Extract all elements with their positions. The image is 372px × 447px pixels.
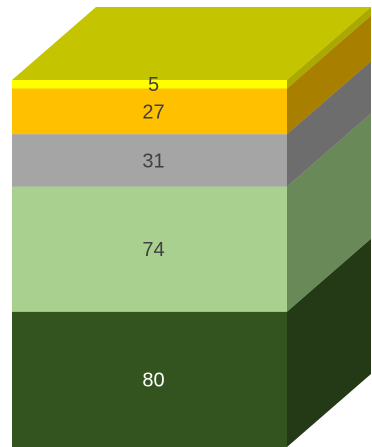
column-top-face	[12, 7, 371, 80]
segment-bar-2	[12, 134, 287, 187]
segment-side-2	[287, 61, 371, 187]
segment-side-3	[287, 15, 371, 135]
segment-bar-3	[12, 88, 287, 135]
segment-bar-0	[12, 311, 287, 447]
segment-side-4	[287, 7, 371, 89]
segment-label-0: 80	[142, 369, 164, 391]
segment-bar-4	[12, 80, 287, 89]
segment-label-2: 31	[142, 150, 164, 172]
segment-label-1: 74	[142, 239, 164, 261]
segment-side-1	[287, 113, 371, 312]
segment-label-4: 5	[148, 74, 159, 96]
segment-bar-1	[12, 186, 287, 312]
segment-side-0	[287, 238, 371, 447]
segment-label-3: 27	[142, 101, 164, 123]
